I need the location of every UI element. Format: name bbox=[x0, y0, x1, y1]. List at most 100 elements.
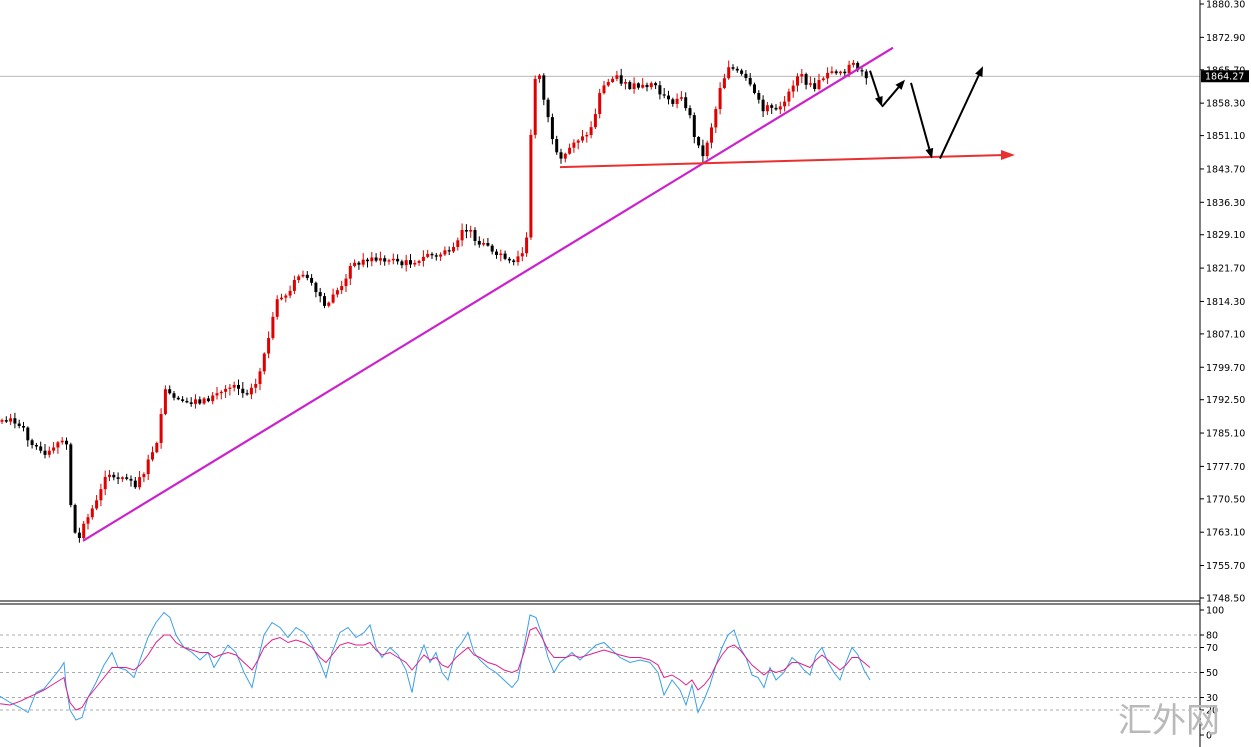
projection-arrowhead bbox=[875, 96, 883, 107]
candle-body bbox=[753, 84, 756, 93]
candle-body bbox=[533, 78, 537, 135]
candle-body bbox=[348, 266, 352, 279]
y-tick-label: 1785.10 bbox=[1206, 429, 1245, 440]
candle-body bbox=[47, 450, 51, 455]
candle-body bbox=[748, 77, 752, 85]
candle-body bbox=[357, 262, 361, 265]
projection-arrow bbox=[910, 82, 931, 150]
candle-body bbox=[120, 477, 124, 479]
osc-y-tick-label: 0 bbox=[1206, 731, 1212, 742]
y-tick-label: 1836.30 bbox=[1206, 198, 1245, 209]
candle-body bbox=[443, 250, 447, 255]
y-tick-label: 1748.50 bbox=[1206, 594, 1245, 605]
candle-body bbox=[722, 78, 726, 89]
candle-body bbox=[447, 250, 451, 252]
y-tick-label: 1807.10 bbox=[1206, 329, 1245, 340]
candle-body bbox=[340, 286, 344, 291]
projection-arrowhead bbox=[975, 66, 983, 77]
candle-body bbox=[499, 253, 503, 255]
candle-body bbox=[550, 117, 554, 140]
candle-body bbox=[421, 256, 425, 261]
candle-body bbox=[366, 259, 369, 262]
support-line bbox=[559, 153, 1006, 169]
candle-body bbox=[679, 97, 683, 99]
projection-arrow bbox=[939, 74, 980, 160]
candle-body bbox=[585, 134, 589, 137]
y-tick-label: 1777.70 bbox=[1206, 462, 1245, 473]
candle-body bbox=[705, 142, 709, 157]
candle-body bbox=[834, 71, 838, 74]
candle-body bbox=[185, 400, 189, 403]
candle-body bbox=[460, 229, 464, 241]
candle-body bbox=[374, 257, 378, 261]
candle-body bbox=[667, 95, 670, 100]
current-price-label: 1864.27 bbox=[1205, 72, 1244, 83]
candle-body bbox=[495, 251, 498, 255]
candle-body bbox=[43, 450, 47, 455]
candle-body bbox=[232, 384, 236, 388]
candle-body bbox=[658, 85, 662, 95]
osc-y-tick-label: 30 bbox=[1206, 693, 1218, 704]
candle-body bbox=[628, 82, 632, 89]
candle-body bbox=[292, 280, 296, 291]
candle-body bbox=[615, 75, 619, 79]
candle-body bbox=[516, 256, 520, 263]
candle-body bbox=[602, 85, 606, 94]
candle-body bbox=[697, 136, 701, 146]
candle-body bbox=[267, 338, 271, 354]
candle-body bbox=[744, 73, 748, 78]
candle-body bbox=[73, 505, 77, 533]
candle-body bbox=[163, 389, 167, 415]
candle-body bbox=[710, 127, 713, 143]
osc-y-tick-label: 70 bbox=[1206, 643, 1218, 654]
support-arrowhead bbox=[1001, 149, 1015, 160]
candle-body bbox=[456, 240, 460, 248]
candle-body bbox=[400, 261, 404, 266]
candle-body bbox=[843, 71, 847, 74]
osc-y-tick-label: 50 bbox=[1206, 668, 1218, 679]
candle-body bbox=[417, 260, 421, 263]
candle-body bbox=[391, 258, 395, 261]
candle-body bbox=[52, 447, 56, 451]
candle-body bbox=[69, 444, 73, 506]
candle-body bbox=[839, 71, 842, 74]
y-tick-label: 1799.70 bbox=[1206, 363, 1245, 374]
candle-body bbox=[821, 78, 825, 80]
candle-body bbox=[344, 278, 348, 287]
candle-body bbox=[310, 277, 314, 283]
candle-body bbox=[108, 474, 111, 477]
candle-body bbox=[830, 71, 834, 73]
candle-body bbox=[301, 274, 305, 277]
candle-body bbox=[219, 391, 223, 394]
candle-body bbox=[464, 229, 468, 232]
candle-body bbox=[542, 75, 546, 100]
y-tick-label: 1821.70 bbox=[1206, 264, 1245, 275]
candle-body bbox=[125, 477, 129, 479]
candle-body bbox=[632, 83, 636, 89]
candle-body bbox=[258, 371, 262, 385]
candle-body bbox=[22, 426, 25, 428]
candle-body bbox=[9, 418, 13, 422]
candle-body bbox=[426, 253, 430, 257]
candle-body bbox=[791, 85, 795, 92]
candle-body bbox=[598, 93, 602, 115]
candle-body bbox=[581, 136, 584, 141]
candle-body bbox=[335, 290, 339, 295]
candle-body bbox=[318, 292, 322, 297]
candle-body bbox=[168, 389, 172, 394]
candle-body bbox=[439, 254, 443, 257]
candle-body bbox=[271, 316, 275, 339]
candle-body bbox=[361, 259, 365, 265]
candle-body bbox=[482, 243, 486, 245]
price-chart bbox=[0, 46, 1200, 543]
candle-body bbox=[520, 253, 524, 257]
y-tick-label: 1858.30 bbox=[1206, 99, 1245, 110]
candle-body bbox=[284, 295, 288, 298]
candle-body bbox=[731, 67, 735, 69]
candle-body bbox=[142, 474, 146, 478]
y-tick-label: 1814.30 bbox=[1206, 297, 1245, 308]
candle-body bbox=[387, 260, 391, 262]
candle-body bbox=[211, 395, 215, 402]
candle-body bbox=[189, 402, 193, 404]
